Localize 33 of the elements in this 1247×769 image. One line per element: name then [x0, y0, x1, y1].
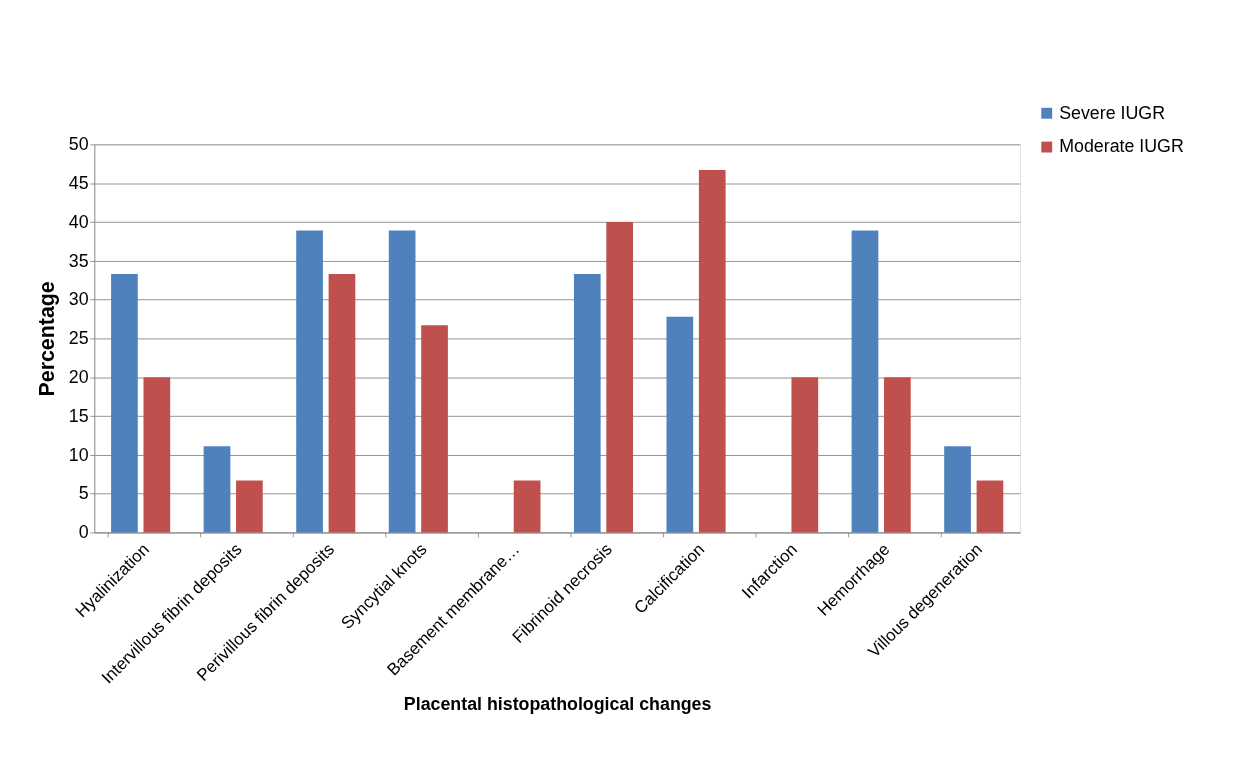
bar: [328, 274, 356, 533]
bar: [421, 325, 448, 533]
y-tick-label: 35: [68, 250, 89, 271]
bar: [606, 222, 634, 533]
bar: [388, 230, 416, 533]
bar: [698, 170, 726, 533]
y-tick-label: 5: [78, 483, 89, 504]
y-tick-label: 20: [68, 367, 89, 388]
y-axis-title: Percentage: [34, 281, 59, 397]
bar: [851, 230, 879, 533]
bar: [236, 480, 263, 533]
y-tick-label: 40: [68, 211, 89, 232]
legend-label: Moderate IUGR: [1059, 136, 1184, 157]
bar: [944, 446, 971, 533]
bar: [884, 377, 911, 533]
bar: [296, 230, 323, 533]
y-tick-label: 15: [68, 405, 89, 426]
bar: [976, 480, 1004, 533]
bar: [791, 377, 819, 533]
y-tick-label: 45: [68, 173, 89, 193]
bar: [666, 316, 694, 533]
bar: [111, 274, 138, 533]
y-tick-label: 50: [68, 134, 89, 155]
bar: [513, 480, 541, 533]
bar: [143, 377, 171, 533]
y-tick-label: 25: [68, 328, 89, 349]
y-tick-label: 0: [78, 522, 89, 543]
x-axis-title: Placental histopathological changes: [403, 694, 712, 715]
bar: [573, 274, 601, 533]
bar: [203, 446, 231, 533]
y-tick-label: 10: [68, 444, 89, 465]
legend-label: Severe IUGR: [1059, 102, 1166, 123]
y-tick-label: 30: [68, 289, 89, 310]
